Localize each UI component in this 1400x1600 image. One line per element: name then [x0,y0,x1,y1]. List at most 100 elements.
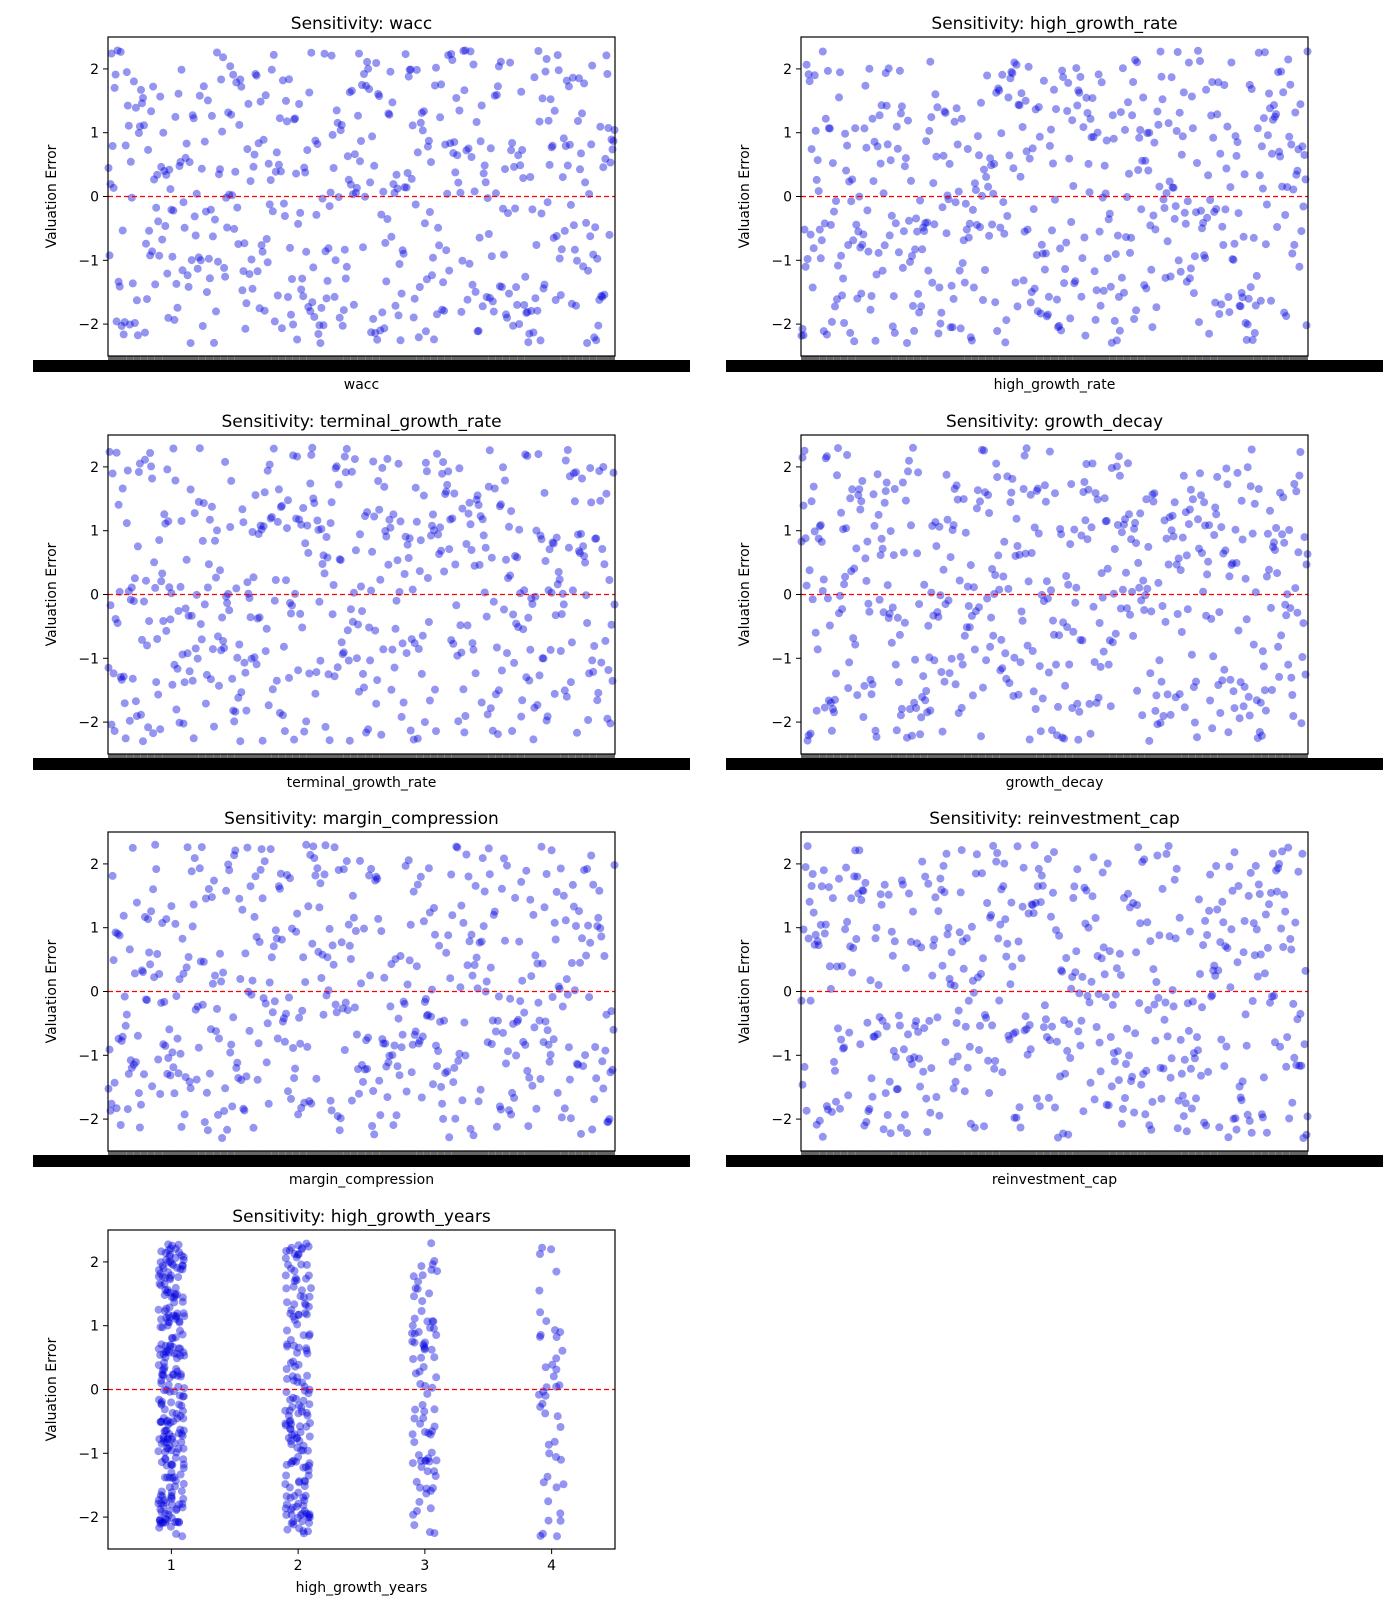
data-point [416,118,425,127]
data-point [419,491,428,500]
data-point [992,459,1001,468]
data-point [917,713,926,722]
data-point [993,327,1002,335]
data-point [1189,289,1198,298]
data-point [442,246,451,255]
data-point [486,704,495,713]
data-point [1169,183,1178,192]
data-point [1210,531,1219,539]
data-point [455,106,464,115]
data-point [306,850,315,859]
data-point [1189,683,1198,692]
data-point [249,162,258,171]
data-point [804,70,813,79]
data-point [291,114,300,123]
data-point [212,307,220,316]
data-point [493,82,502,91]
data-point [427,158,435,167]
data-point [1098,593,1107,602]
data-point [238,286,247,295]
data-point [222,886,231,895]
data-point [1300,151,1309,159]
data-point [423,1010,432,1019]
data-point [820,219,829,228]
data-point [1234,209,1243,218]
data-point [534,450,543,459]
data-point [1157,72,1166,81]
data-point [476,512,485,521]
data-point [408,121,417,130]
data-point [435,241,444,250]
data-point [1088,459,1097,468]
data-point [138,99,146,108]
data-point [584,921,593,930]
data-point [848,175,857,184]
data-point [384,1058,393,1067]
data-point [207,893,216,902]
data-point [262,1058,271,1067]
data-point [1047,586,1055,595]
data-point [376,1111,385,1120]
data-point [1280,308,1289,317]
data-point [134,129,143,137]
data-point [1012,514,1021,523]
data-point [554,982,563,991]
data-point [1176,566,1185,575]
data-point [216,949,224,958]
data-point [1167,73,1176,82]
data-point [563,161,572,170]
data-point [843,141,852,150]
data-point [1128,111,1137,120]
data-point [368,132,377,141]
data-point [465,259,474,268]
data-point [279,1014,288,1023]
data-point [992,88,1001,97]
data-point [439,458,448,467]
data-point [377,730,386,739]
data-point [850,564,859,573]
data-point [388,645,397,654]
data-point [121,141,130,150]
data-point [406,920,415,929]
data-point [563,446,572,454]
data-point [320,569,329,578]
data-point [553,51,562,60]
data-point [257,525,266,534]
data-point [145,948,154,957]
data-point [502,1059,510,1068]
data-point [443,189,452,198]
data-point [479,169,488,178]
data-point [464,872,473,881]
data-point [309,842,318,851]
data-point [130,574,139,583]
data-point [846,328,855,337]
data-point [577,1129,585,1138]
data-point [918,245,927,254]
data-point [851,124,860,133]
data-point [1000,229,1009,238]
data-point [474,1097,483,1106]
data-point [211,215,219,224]
data-point [411,200,420,209]
data-point [955,266,964,275]
subplot-2: Sensitivity: terminal_growth_rateValuati… [33,412,690,791]
data-point [155,251,164,260]
data-point [1050,85,1058,94]
data-point [560,686,569,695]
data-point [547,143,556,152]
data-point [1106,702,1115,711]
data-point [515,320,524,329]
data-point [206,675,215,684]
data-point [1222,464,1231,473]
data-point [189,114,198,123]
data-point [379,187,388,196]
data-point [210,722,218,731]
data-point [1217,523,1226,532]
data-point [1206,696,1215,705]
data-point [183,649,192,658]
data-point [861,81,870,90]
data-point [1299,202,1308,211]
data-point [288,601,296,610]
data-point [325,202,334,211]
data-point [567,959,576,967]
